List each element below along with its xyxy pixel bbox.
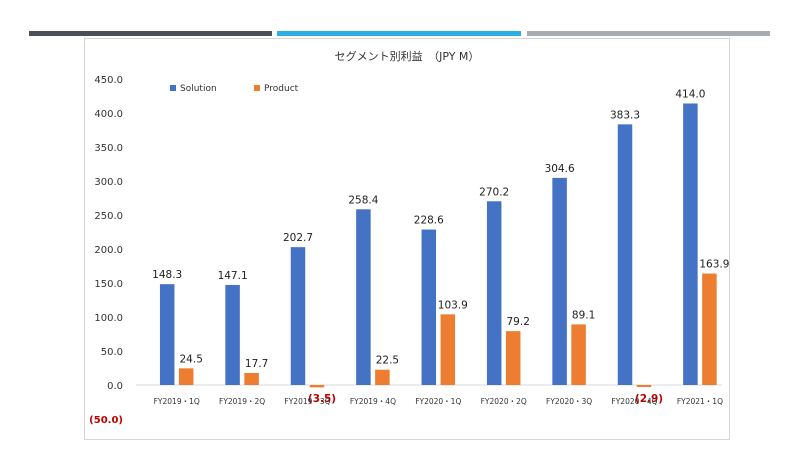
data-label-solution: 304.6 xyxy=(545,163,575,175)
legend-label-solution: Solution xyxy=(180,84,217,94)
x-tick-label: FY2019・4Q xyxy=(350,397,396,406)
y-tick-label: 300.0 xyxy=(94,177,123,188)
y-tick-label: 250.0 xyxy=(94,211,123,222)
data-label-product: 17.7 xyxy=(245,358,268,370)
data-label-solution: 414.0 xyxy=(675,88,705,100)
bar-solution xyxy=(617,124,633,385)
data-label-product: 79.2 xyxy=(507,316,530,328)
y-axis: (50.0) 0.0 50.0 100.0 150.0 200.0 250.0 300.0 35… xyxy=(89,75,123,426)
data-label-solution: 228.6 xyxy=(414,215,444,227)
data-label-solution: 270.2 xyxy=(479,186,509,198)
legend-swatch-product xyxy=(254,85,260,91)
legend: Solution Product xyxy=(170,84,299,94)
bar-solution xyxy=(552,177,567,385)
data-label-product: 103.9 xyxy=(438,299,468,311)
y-tick-label: 150.0 xyxy=(94,279,123,290)
data-label-product: 24.5 xyxy=(180,353,203,365)
x-tick-label: FY2020・4Q xyxy=(611,397,657,406)
chart-title: セグメント別利益 （JPY M） xyxy=(335,49,480,63)
bar-solution xyxy=(356,209,371,385)
y-tick-label: 0.0 xyxy=(107,381,123,392)
bar-solution xyxy=(486,201,502,385)
bar-product xyxy=(178,368,194,385)
y-tick-label: 450.0 xyxy=(94,75,123,86)
x-axis: FY2019・1Q FY2019・2Q FY2019・3Q FY2019・4Q FY20… xyxy=(154,397,723,406)
bar-solution xyxy=(290,247,306,385)
header-strip-blue xyxy=(277,31,521,36)
header-strip-gray xyxy=(527,31,770,36)
bar-product xyxy=(505,331,521,385)
data-label-solution: 148.3 xyxy=(152,269,182,281)
bar-product xyxy=(702,273,717,385)
y-tick-label: 400.0 xyxy=(94,109,123,120)
data-label-product: (2.9) xyxy=(635,393,663,405)
bar-product xyxy=(571,324,586,385)
y-tick-label: (50.0) xyxy=(89,415,123,426)
bar-solution xyxy=(159,284,175,385)
x-tick-label: FY2019・3Q xyxy=(284,397,330,406)
bar-product xyxy=(244,372,259,385)
data-label-product: 163.9 xyxy=(699,259,729,271)
data-label-solution: 202.7 xyxy=(283,232,313,244)
bar-product xyxy=(440,314,456,385)
x-tick-label: FY2020・1Q xyxy=(415,397,461,406)
data-labels: 148.3 24.5 147.1 17.7 202.7 (3.5) 258.4 22.5 228… xyxy=(152,88,729,405)
y-tick-label: 350.0 xyxy=(94,143,123,154)
bar-solution xyxy=(421,229,437,385)
x-tick-label: FY2019・1Q xyxy=(154,397,200,406)
x-tick-label: FY2021・1Q xyxy=(677,397,723,406)
bar-solution xyxy=(683,103,698,385)
data-label-product: (3.5) xyxy=(308,393,336,405)
bar-product xyxy=(636,385,652,387)
data-label-product: 22.5 xyxy=(376,355,399,367)
x-tick-label: FY2019・2Q xyxy=(219,397,265,406)
legend-label-product: Product xyxy=(264,84,299,94)
bar-product xyxy=(375,369,390,385)
y-tick-label: 200.0 xyxy=(94,245,123,256)
data-label-product: 89.1 xyxy=(572,309,595,321)
x-tick-label: FY2020・3Q xyxy=(546,397,592,406)
header-strip-dark xyxy=(29,31,272,36)
data-label-solution: 258.4 xyxy=(348,194,378,206)
data-label-solution: 383.3 xyxy=(610,109,640,121)
bar-solution xyxy=(225,284,240,385)
bar-product xyxy=(309,385,325,388)
y-tick-label: 100.0 xyxy=(94,313,123,324)
x-tick-label: FY2020・2Q xyxy=(481,397,527,406)
legend-swatch-solution xyxy=(170,85,176,91)
bars xyxy=(159,103,717,388)
y-tick-label: 50.0 xyxy=(101,347,123,358)
data-label-solution: 147.1 xyxy=(218,270,248,282)
